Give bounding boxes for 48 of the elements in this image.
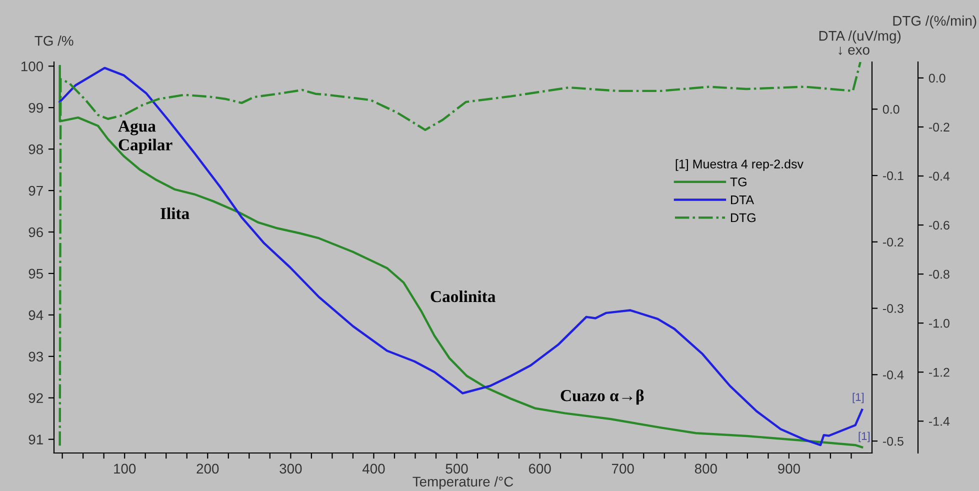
y-tick-label: 97	[28, 186, 43, 196]
x-tick-label: 500	[446, 464, 468, 474]
annotation: Ilita	[160, 207, 190, 220]
x-tick-label: 300	[280, 464, 302, 474]
y-tick-label: 95	[28, 268, 44, 279]
y2-tick-label: -0.5	[882, 436, 904, 446]
y2-tick-label: -0.2	[882, 238, 904, 247]
y2-tick-label: -0.4	[882, 370, 904, 380]
y2-tick-label: -0.3	[882, 304, 904, 313]
x-tick-label: 100	[114, 464, 136, 474]
y2-tick-label: -0.1	[882, 171, 904, 180]
legend-label: DTA	[731, 196, 754, 204]
y3-axis-title: DTG /(%/min)	[893, 16, 976, 28]
annotation: Cuazo α→β	[560, 389, 644, 405]
annotation: Caolinita	[430, 290, 496, 302]
y-tick-label: 99	[28, 102, 43, 113]
x-tick-label: 700	[612, 464, 634, 474]
y3-tick-label: -1.0	[928, 318, 950, 328]
annotation: Agua Capilar	[118, 120, 172, 154]
x-tick-label: 600	[528, 464, 551, 474]
y3-tick-label: -0.4	[928, 172, 950, 181]
annotation: [1]	[852, 392, 864, 404]
x-tick-label: 400	[362, 464, 385, 474]
y-tick-label: 93	[28, 352, 43, 362]
x-tick-label: 900	[778, 464, 800, 474]
y3-tick-label: -0.6	[928, 220, 950, 230]
y-tick-label: 98	[28, 144, 43, 154]
y3-tick-label: -0.8	[928, 270, 950, 279]
annotation: [1]	[858, 432, 870, 442]
y-tick-label: 100	[21, 61, 44, 72]
y-tick-label: 94	[28, 310, 44, 320]
x-tick-label: 800	[694, 464, 717, 474]
y3-tick-label: 0.0	[928, 74, 946, 83]
y3-tick-label: -1.4	[928, 417, 950, 426]
x-tick-label: 200	[196, 464, 219, 474]
y-tick-label: 91	[28, 434, 43, 444]
text: ↓ exo	[838, 46, 870, 56]
y-tick-label: 92	[28, 393, 43, 404]
y2-tick-label: 0.0	[882, 104, 900, 114]
legend-title: [1] Muestra 4 rep-2.dsv	[676, 159, 804, 171]
legend-label: TG	[730, 178, 746, 186]
legend-label: DTG	[731, 213, 756, 222]
y2-axis-title: DTA /(uV/mg)	[819, 30, 901, 44]
y3-tick-label: -1.2	[928, 368, 950, 377]
y3-tick-label: -0.2	[928, 122, 950, 132]
y-tick-label: 96	[28, 227, 43, 238]
x-axis-title: Temperature /°C	[412, 476, 514, 490]
y-axis-title: TG /%	[34, 36, 74, 46]
